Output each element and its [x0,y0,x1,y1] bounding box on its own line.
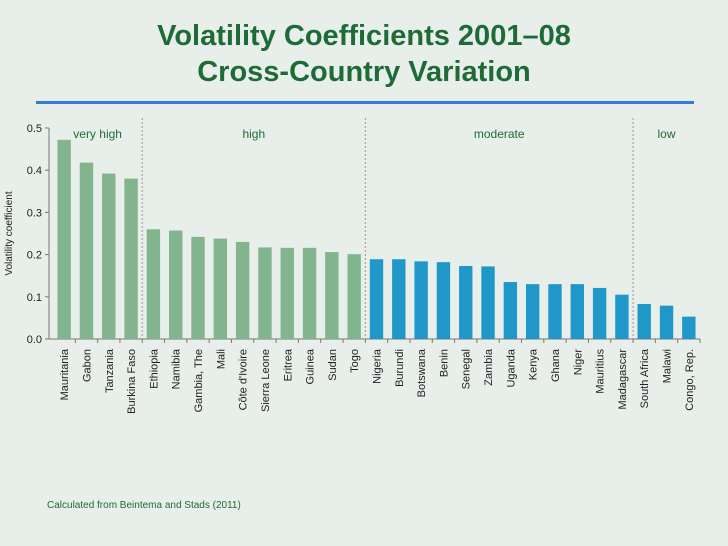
bar [213,238,228,339]
x-tick-label: Togo [349,349,361,373]
bar [637,303,651,339]
x-tick-label: Gabon [81,349,93,382]
section-label: very high [73,127,122,141]
x-tick-label: Eritrea [282,348,294,381]
x-tick-label: Senegal [461,349,473,389]
x-tick-label: Congo, Rep. [684,349,696,411]
section-label: low [658,127,676,141]
bar [548,284,562,339]
x-tick-label: Zambia [483,348,495,386]
bar [481,266,495,339]
bar [525,284,540,339]
x-tick-label: Mauritius [595,349,607,394]
section-label: moderate [474,127,525,141]
bar [57,139,71,339]
y-tick-label: 0.0 [27,334,42,346]
bar [124,178,138,339]
y-axis-title: Volatility coefficient [4,191,15,276]
bar [146,229,161,339]
x-tick-label: Mauritania [59,348,71,400]
x-tick-label: Malawi [662,349,674,383]
title-line-1: Volatility Coefficients 2001–08 [157,20,571,52]
x-tick-label: Sudan [327,349,339,381]
x-tick-label: Côte d'Ivoire [238,349,250,410]
bar [191,236,205,339]
bar [369,259,384,339]
bar [615,294,629,339]
bar [325,252,339,339]
x-tick-label: Ghana [550,348,562,382]
x-tick-label: Sierra Leone [260,349,272,412]
x-tick-label: Uganda [505,348,517,387]
x-tick-label: Niger [572,349,584,376]
x-tick-label: Burundi [394,349,406,387]
bar [347,254,361,339]
bar [258,247,272,339]
bar [302,247,317,339]
x-tick-label: Ethiopia [148,348,160,389]
x-tick-label: Kenya [528,348,540,380]
bar [503,282,518,339]
x-tick-label: Mali [215,349,227,369]
y-tick-label: 0.3 [27,207,42,219]
bar [570,284,584,339]
bar [102,173,116,339]
bar [682,316,696,339]
x-tick-label: Gambia, The [193,349,205,412]
bar [592,287,607,339]
section-label: high [242,127,265,141]
bar [392,259,406,339]
x-tick-label: Botswana [416,348,428,397]
bar [414,261,428,339]
chart-title: Volatility Coefficients 2001–08 Cross-Co… [0,18,728,90]
x-tick-label: Nigeria [372,348,384,384]
bar [459,265,473,339]
y-tick-label: 0.2 [27,250,42,262]
y-tick-label: 0.5 [27,123,42,135]
x-tick-label: Guinea [305,348,317,384]
bar [280,247,294,339]
y-tick-label: 0.4 [27,165,42,177]
x-tick-label: Tanzania [104,348,116,393]
bar [79,162,94,339]
x-tick-label: Namibia [171,348,183,389]
source-note: Calculated from Beintema and Stads (2011… [47,500,241,511]
y-tick-label: 0.1 [27,292,42,304]
title-line-2: Cross-Country Variation [197,56,531,88]
bar [659,305,674,339]
x-tick-label: Madagascar [617,349,629,410]
title-divider [36,101,694,104]
x-tick-label: Burkina Faso [126,349,138,414]
x-tick-label: Benin [438,349,450,377]
bar [235,241,250,339]
bar [169,230,183,339]
x-tick-label: South Africa [639,348,651,408]
bar [436,262,451,339]
